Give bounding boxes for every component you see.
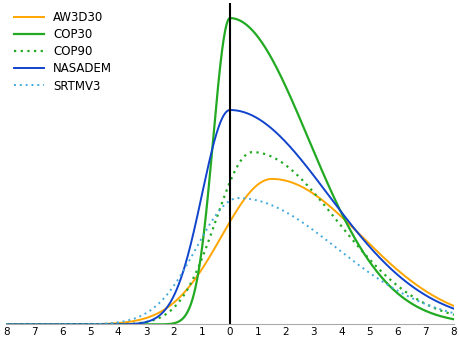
COP30 [3,322,9,326]
COP90 [442,310,447,314]
AW3D30 [194,274,200,278]
COP30 [393,291,399,295]
AW3D30 [81,322,86,326]
NASADEM [194,215,200,219]
Line: COP30: COP30 [6,18,453,324]
Line: AW3D30: AW3D30 [6,179,453,324]
COP90 [194,268,200,272]
COP30 [194,277,200,281]
NASADEM [442,303,447,307]
COP90 [3,322,9,326]
Line: NASADEM: NASADEM [6,110,453,324]
AW3D30 [3,322,9,326]
COP90 [393,283,399,287]
AW3D30 [269,177,274,181]
COP30 [54,322,60,326]
NASADEM [227,108,232,112]
COP90 [54,322,60,326]
AW3D30 [442,300,447,304]
COP30 [81,322,86,326]
SRTMV3 [54,322,60,326]
COP90 [249,150,255,154]
SRTMV3 [3,322,9,326]
AW3D30 [450,304,456,308]
NASADEM [450,307,456,311]
COP90 [175,301,180,305]
COP30 [442,316,447,320]
COP90 [81,322,86,326]
SRTMV3 [81,322,86,326]
COP30 [227,16,232,20]
AW3D30 [54,322,60,326]
NASADEM [3,322,9,326]
NASADEM [393,272,399,276]
COP30 [175,320,180,324]
NASADEM [54,322,60,326]
Legend: AW3D30, COP30, COP90, NASADEM, SRTMV3: AW3D30, COP30, COP90, NASADEM, SRTMV3 [12,9,114,95]
SRTMV3 [194,244,200,248]
SRTMV3 [450,311,456,315]
NASADEM [175,285,180,289]
AW3D30 [393,268,399,272]
SRTMV3 [393,288,399,292]
Line: COP90: COP90 [6,152,453,324]
COP30 [450,317,456,321]
AW3D30 [175,297,180,301]
COP90 [450,313,456,317]
SRTMV3 [235,196,241,200]
SRTMV3 [175,278,180,282]
Line: SRTMV3: SRTMV3 [6,198,453,324]
SRTMV3 [442,309,447,313]
NASADEM [81,322,86,326]
